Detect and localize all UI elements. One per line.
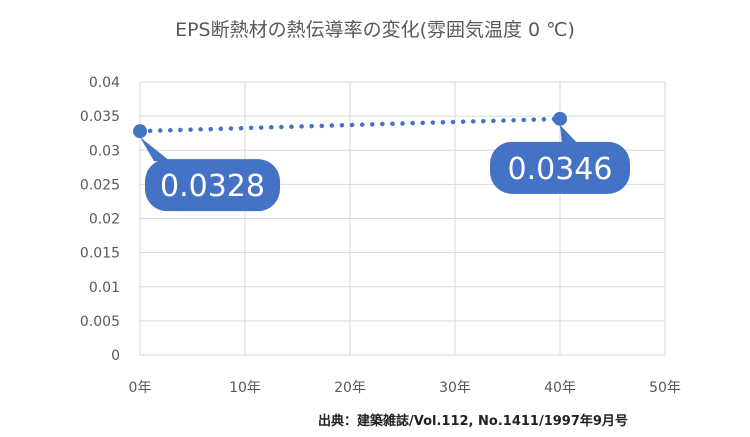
data-point [553, 111, 567, 126]
y-tick-label: 0.02 [89, 212, 120, 228]
y-tick-label: 0.01 [89, 280, 120, 296]
series-line [137, 116, 563, 134]
tick-layer: 0 0.005 0.01 0.015 0.02 0.025 0.03 0.035 0.04 0年 1… [80, 75, 681, 396]
y-tick-label: 0.025 [80, 177, 120, 193]
x-tick-label: 10年 [229, 380, 261, 396]
data-label-callout: 0.0346 [490, 124, 630, 194]
callout-pointer [140, 137, 170, 162]
x-tick-label: 40年 [544, 380, 576, 396]
callout-box [490, 141, 630, 194]
data-label-layer: 0.0328 0.0346 [140, 124, 630, 212]
data-label: 0.0346 [508, 152, 613, 187]
y-tick-label: 0.04 [89, 75, 120, 91]
callout-pointer [560, 124, 578, 144]
data-label-callout: 0.0328 [140, 137, 280, 212]
x-tick-label: 0年 [129, 380, 152, 396]
source-annotation: 出典：建築雑誌/Vol.112, No.1411/1997年9月号 [318, 413, 628, 429]
data-point [133, 124, 147, 139]
x-tick-label: 20年 [334, 380, 366, 396]
y-tick-label: 0.015 [80, 246, 120, 262]
y-tick-label: 0.035 [80, 109, 120, 125]
series-layer [133, 111, 567, 139]
x-tick-label: 50年 [649, 380, 681, 396]
callout-box [145, 159, 280, 212]
y-tick-label: 0.03 [89, 143, 120, 159]
y-tick-label: 0 [111, 348, 120, 364]
x-tick-label: 30年 [439, 380, 471, 396]
chart-title: EPS断熱材の熱伝導率の変化(雰囲気温度 0 ℃) [175, 19, 575, 41]
y-tick-label: 0.005 [80, 314, 120, 330]
data-label: 0.0328 [160, 169, 265, 204]
